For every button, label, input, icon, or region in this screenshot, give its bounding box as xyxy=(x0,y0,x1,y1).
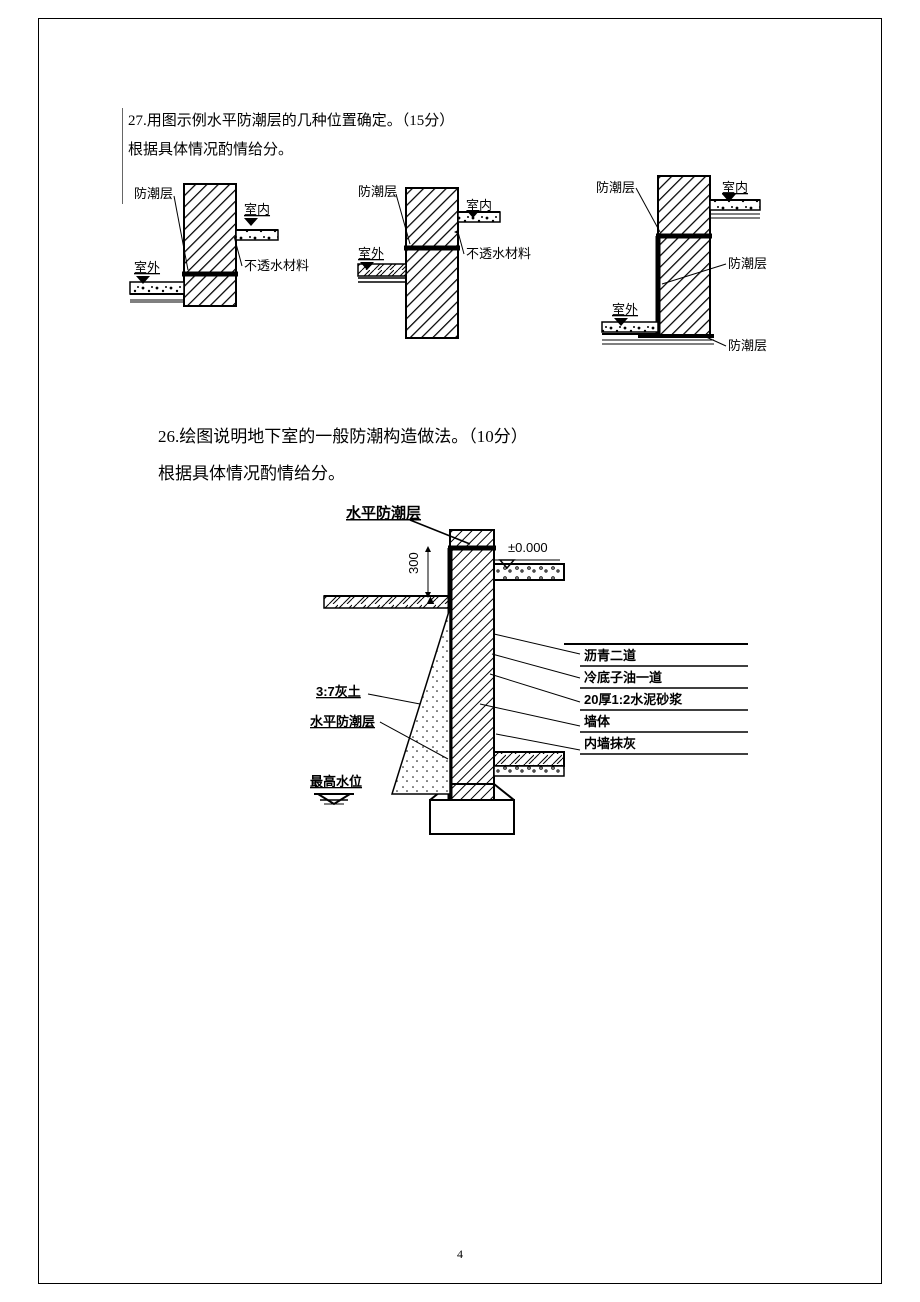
legend-4: 内墙抹灰 xyxy=(584,736,636,751)
section-c: 防潮层 室内 防潮层 室外 防潮层 xyxy=(596,176,767,353)
q27-line1: 27.用图示例水平防潮层的几种位置确定。（15分） xyxy=(128,108,808,135)
label-fangchao: 防潮层 xyxy=(134,186,173,201)
fig2-zuigao: 最高水位 xyxy=(310,774,362,789)
fig2-elev: ±0.000 xyxy=(508,540,548,555)
section-b: 防潮层 室内 室外 不透水材料 xyxy=(358,184,531,338)
question-26-block: 26.绘图说明地下室的一般防潮构造做法。（10分） 根据具体情况酌情给分。 xyxy=(158,418,528,493)
section-a: 防潮层 室内 室外 不透水材料 xyxy=(130,184,309,306)
label-shinei: 室内 xyxy=(244,202,270,217)
legend-3: 墙体 xyxy=(584,714,611,729)
q27-line2: 根据具体情况酌情给分。 xyxy=(128,137,808,164)
legend-0: 沥青二道 xyxy=(584,648,636,663)
q26-line2: 根据具体情况酌情给分。 xyxy=(158,455,528,492)
legend-1: 冷底子油一道 xyxy=(584,670,662,685)
label-butoushui-b: 不透水材料 xyxy=(466,246,531,261)
figure-1: 防潮层 室内 室外 不透水材料 防潮层 室内 室外 xyxy=(126,174,806,364)
fig2-hpfc: 水平防潮层 xyxy=(310,714,375,729)
label-shiwai-c: 室外 xyxy=(612,302,638,317)
figure-2: 水平防潮层 ±0.000 300 ▲ 3:7灰土 水平防潮层 最高水位 xyxy=(310,504,750,844)
fig2-arrow-icon: ▲ xyxy=(424,592,437,607)
legend-table: 沥青二道 冷底子油一道 20厚1:2水泥砂浆 墙体 内墙抹灰 xyxy=(564,644,748,754)
label-shiwai: 室外 xyxy=(134,260,160,275)
q26-line1: 26.绘图说明地下室的一般防潮构造做法。（10分） xyxy=(158,418,528,455)
label-fangchao-c3: 防潮层 xyxy=(728,338,767,353)
label-fangchao-c2: 防潮层 xyxy=(728,256,767,271)
page-number: 4 xyxy=(0,1247,920,1262)
question-27-block: 27.用图示例水平防潮层的几种位置确定。（15分） 根据具体情况酌情给分。 xyxy=(128,108,808,164)
fig2-title: 水平防潮层 xyxy=(346,504,421,522)
label-butoushui: 不透水材料 xyxy=(244,258,309,273)
fig2-huitu: 3:7灰土 xyxy=(316,684,361,699)
legend-2: 20厚1:2水泥砂浆 xyxy=(584,692,683,707)
margin-vertical-line xyxy=(122,108,123,204)
label-fangchao-c1: 防潮层 xyxy=(596,180,635,195)
label-fangchao-b: 防潮层 xyxy=(358,184,397,199)
fig2-dim300: 300 xyxy=(406,552,421,574)
label-shinei-c: 室内 xyxy=(722,180,748,195)
label-shiwai-b: 室外 xyxy=(358,246,384,261)
